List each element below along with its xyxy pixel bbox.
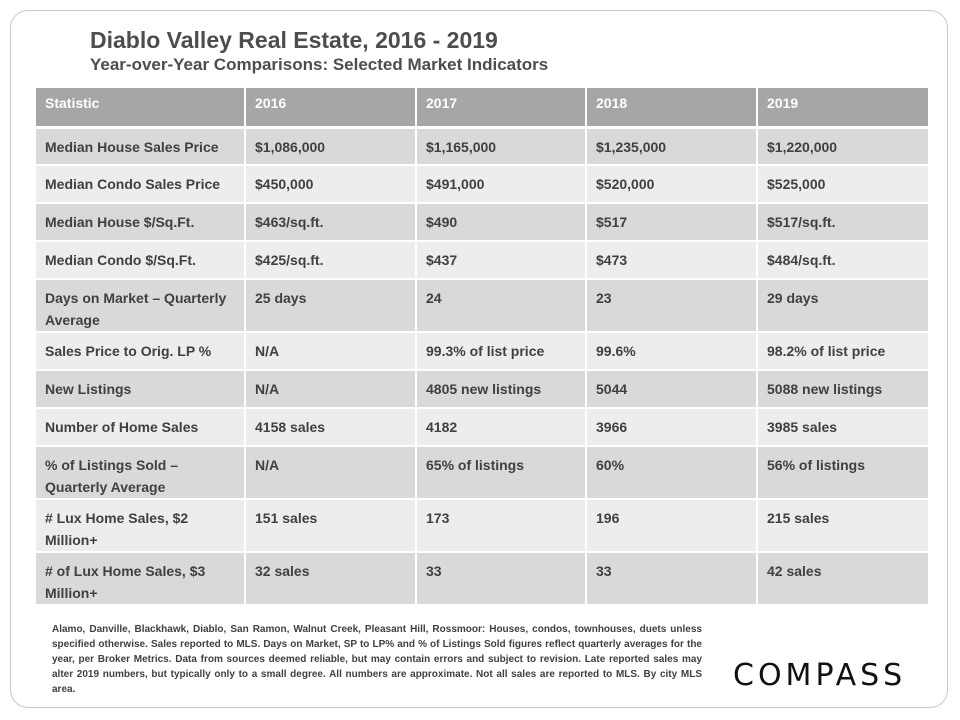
- table-row: Number of Home Sales 4158 sales 4182 396…: [36, 408, 928, 447]
- table-cell: $450,000: [245, 165, 417, 204]
- table-cell: 29 days: [757, 279, 928, 333]
- table-header-row: Statistic 2016 2017 2018 2019: [36, 88, 928, 129]
- table-cell: 5044: [586, 370, 758, 409]
- table-cell: 99.3% of list price: [416, 332, 587, 371]
- table-cell: $1,086,000: [245, 127, 417, 166]
- page-subtitle: Year-over-Year Comparisons: Selected Mar…: [90, 55, 549, 74]
- table-row: Median House $/Sq.Ft. $463/sq.ft. $490 $…: [36, 203, 928, 242]
- table-cell: $517: [586, 203, 758, 242]
- table-row: # of Lux Home Sales, $3 Million+ 32 sale…: [36, 552, 928, 606]
- table-cell: 42 sales: [757, 552, 928, 606]
- table-cell: N/A: [245, 332, 417, 371]
- page-title: Diablo Valley Real Estate, 2016 - 2019: [90, 27, 498, 53]
- table-cell: $1,165,000: [416, 127, 587, 166]
- row-label: Median Condo Sales Price: [36, 165, 246, 204]
- row-label: New Listings: [36, 370, 246, 409]
- table-cell: 23: [586, 279, 758, 333]
- table-cell: $463/sq.ft.: [245, 203, 417, 242]
- table-cell: $517/sq.ft.: [757, 203, 928, 242]
- indicators-table-wrap: Statistic 2016 2017 2018 2019 Median Hou…: [36, 88, 928, 606]
- table-row: # Lux Home Sales, $2 Million+ 151 sales …: [36, 499, 928, 553]
- table-row: % of Listings Sold – Quarterly Average N…: [36, 446, 928, 500]
- table-cell: 56% of listings: [757, 446, 928, 500]
- table-cell: $490: [416, 203, 587, 242]
- row-label: Median Condo $/Sq.Ft.: [36, 241, 246, 280]
- row-label: # of Lux Home Sales, $3 Million+: [36, 552, 246, 606]
- row-label: Median House Sales Price: [36, 127, 246, 166]
- table-cell: 32 sales: [245, 552, 417, 606]
- table-row: Median House Sales Price $1,086,000 $1,1…: [36, 127, 928, 166]
- row-label: # Lux Home Sales, $2 Million+: [36, 499, 246, 553]
- table-cell: 4182: [416, 408, 587, 447]
- table-cell: 3985 sales: [757, 408, 928, 447]
- indicators-table: Statistic 2016 2017 2018 2019 Median Hou…: [36, 88, 928, 606]
- column-header: 2019: [757, 88, 928, 129]
- row-label: % of Listings Sold – Quarterly Average: [36, 446, 246, 500]
- table-cell: 5088 new listings: [757, 370, 928, 409]
- table-cell: 24: [416, 279, 587, 333]
- table-row: New Listings N/A 4805 new listings 5044 …: [36, 370, 928, 409]
- table-row: Median Condo $/Sq.Ft. $425/sq.ft. $437 $…: [36, 241, 928, 280]
- table-cell: $437: [416, 241, 587, 280]
- table-cell: 99.6%: [586, 332, 758, 371]
- column-header: Statistic: [36, 88, 246, 129]
- table-cell: $520,000: [586, 165, 758, 204]
- table-cell: 215 sales: [757, 499, 928, 553]
- table-cell: N/A: [245, 446, 417, 500]
- table-cell: $473: [586, 241, 758, 280]
- table-cell: 60%: [586, 446, 758, 500]
- table-row: Sales Price to Orig. LP % N/A 99.3% of l…: [36, 332, 928, 371]
- table-cell: 3966: [586, 408, 758, 447]
- table-cell: 4805 new listings: [416, 370, 587, 409]
- table-cell: 25 days: [245, 279, 417, 333]
- table-cell: 98.2% of list price: [757, 332, 928, 371]
- table-cell: 151 sales: [245, 499, 417, 553]
- table-row: Days on Market – Quarterly Average 25 da…: [36, 279, 928, 333]
- table-cell: $491,000: [416, 165, 587, 204]
- table-cell: 4158 sales: [245, 408, 417, 447]
- table-cell: $1,220,000: [757, 127, 928, 166]
- table-cell: $484/sq.ft.: [757, 241, 928, 280]
- column-header: 2018: [586, 88, 758, 129]
- compass-logo: COMPASS: [733, 658, 907, 693]
- table-cell: $1,235,000: [586, 127, 758, 166]
- row-label: Sales Price to Orig. LP %: [36, 332, 246, 371]
- table-cell: 33: [416, 552, 587, 606]
- footnote: Alamo, Danville, Blackhawk, Diablo, San …: [52, 624, 702, 695]
- table-cell: 65% of listings: [416, 446, 587, 500]
- column-header: 2016: [245, 88, 417, 129]
- table-cell: 33: [586, 552, 758, 606]
- table-cell: $425/sq.ft.: [245, 241, 417, 280]
- table-cell: 196: [586, 499, 758, 553]
- column-header: 2017: [416, 88, 587, 129]
- table-cell: N/A: [245, 370, 417, 409]
- table-row: Median Condo Sales Price $450,000 $491,0…: [36, 165, 928, 204]
- row-label: Days on Market – Quarterly Average: [36, 279, 246, 333]
- table-cell: $525,000: [757, 165, 928, 204]
- table-cell: 173: [416, 499, 587, 553]
- row-label: Median House $/Sq.Ft.: [36, 203, 246, 242]
- row-label: Number of Home Sales: [36, 408, 246, 447]
